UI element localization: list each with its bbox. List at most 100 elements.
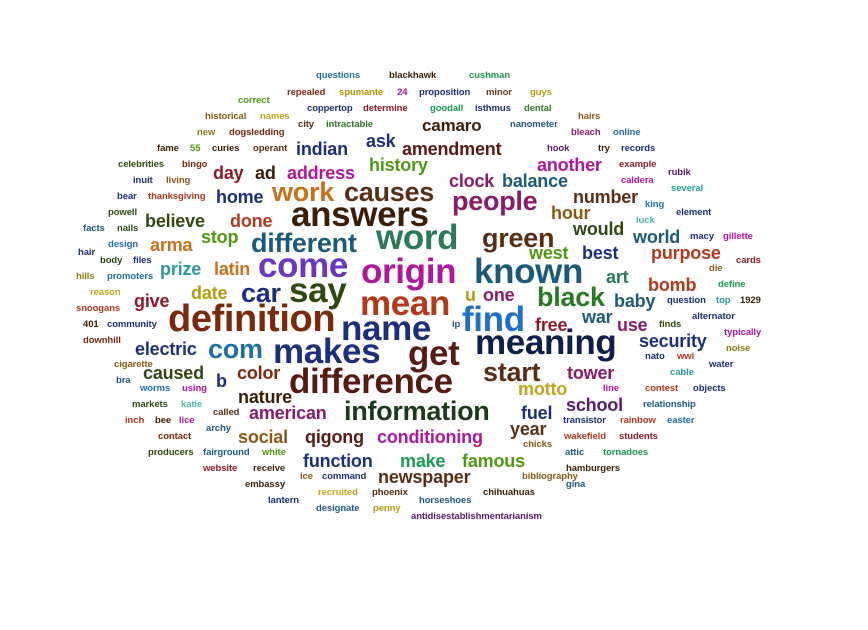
word: snoogans <box>76 303 121 314</box>
word: latin <box>214 259 251 279</box>
word: ip <box>452 319 461 330</box>
word: nanometer <box>510 119 558 130</box>
word: students <box>619 431 658 442</box>
word: security <box>639 331 707 351</box>
word: fairground <box>203 447 250 458</box>
word: bomb <box>648 275 697 295</box>
word: causes <box>344 177 434 207</box>
word: hour <box>551 203 591 223</box>
word: newspaper <box>378 467 471 487</box>
word: transistor <box>563 415 606 426</box>
word: another <box>537 155 602 175</box>
word: history <box>369 155 428 175</box>
word: come <box>258 246 349 285</box>
word: minor <box>486 87 512 98</box>
word: king <box>645 199 665 210</box>
word: 24 <box>397 87 408 98</box>
word: bibliography <box>522 471 578 482</box>
word: tower <box>567 363 615 383</box>
word: goodall <box>430 103 464 114</box>
word: gina <box>566 479 586 490</box>
word: say <box>289 271 347 310</box>
word: thanksgiving <box>148 191 206 202</box>
word: noise <box>726 343 751 354</box>
word: difference <box>289 362 453 401</box>
word: believe <box>145 211 205 231</box>
word: school <box>566 395 623 415</box>
word: designate <box>316 503 360 514</box>
word: new <box>197 127 216 138</box>
word: several <box>671 183 704 194</box>
word: element <box>676 207 712 218</box>
word: hamburgers <box>566 463 620 474</box>
word: meaning <box>475 323 617 362</box>
word: names <box>260 111 290 122</box>
word: phoenix <box>372 487 408 498</box>
word: blackhawk <box>389 70 437 81</box>
word: electric <box>135 339 197 359</box>
word: bee <box>155 415 172 426</box>
word: year <box>510 419 547 439</box>
word: determine <box>363 103 408 114</box>
word: 401 <box>83 319 99 330</box>
word: work <box>272 177 334 207</box>
word: makes <box>273 332 381 371</box>
word: hook <box>547 143 570 154</box>
word: hairs <box>578 111 601 122</box>
word: contact <box>158 431 192 442</box>
word: caused <box>143 363 204 383</box>
word: reason <box>90 287 121 298</box>
word: command <box>322 471 367 482</box>
word: horseshoes <box>419 495 472 506</box>
word: dental <box>524 103 552 114</box>
word: hills <box>76 271 95 282</box>
word: penny <box>373 503 401 514</box>
word: 1929 <box>740 295 761 306</box>
word: repealed <box>287 87 326 98</box>
word: indian <box>296 139 348 159</box>
word: car <box>241 278 281 308</box>
word: number <box>573 187 638 207</box>
word: dogsledding <box>229 127 285 138</box>
word: day <box>213 163 244 183</box>
word: proposition <box>419 87 471 98</box>
word: information <box>344 396 490 426</box>
word: address <box>287 163 355 183</box>
word: antidisestablishmentarianism <box>411 511 542 522</box>
word: qigong <box>305 427 364 447</box>
word: black <box>537 282 605 312</box>
word: green <box>482 223 555 253</box>
word: online <box>613 127 641 138</box>
word: community <box>107 319 157 330</box>
word: give <box>134 291 170 311</box>
word: files <box>133 255 152 266</box>
word: producers <box>148 447 194 458</box>
word: cigarette <box>114 359 153 370</box>
word: west <box>529 243 569 263</box>
word: motto <box>518 379 568 399</box>
word: spumante <box>339 87 384 98</box>
word: name <box>341 309 432 348</box>
word: called <box>213 407 240 418</box>
word: receive <box>253 463 286 474</box>
word: line <box>603 383 619 394</box>
word: try <box>598 143 610 154</box>
word: nato <box>645 351 665 362</box>
word: coppertop <box>307 103 353 114</box>
word: celebrities <box>118 159 164 170</box>
word: different <box>251 228 357 258</box>
word: lantern <box>268 495 300 506</box>
word: fuel <box>521 403 553 423</box>
word: amendment <box>402 139 502 159</box>
word: macy <box>690 231 714 242</box>
word: use <box>617 315 648 335</box>
word: question <box>667 295 706 306</box>
word: ad <box>255 163 276 183</box>
word: worms <box>140 383 171 394</box>
word: caldera <box>621 175 654 186</box>
word: free <box>535 315 568 335</box>
word: website <box>203 463 238 474</box>
word: function <box>303 451 373 471</box>
word: com <box>208 334 263 364</box>
word: purpose <box>651 243 721 263</box>
